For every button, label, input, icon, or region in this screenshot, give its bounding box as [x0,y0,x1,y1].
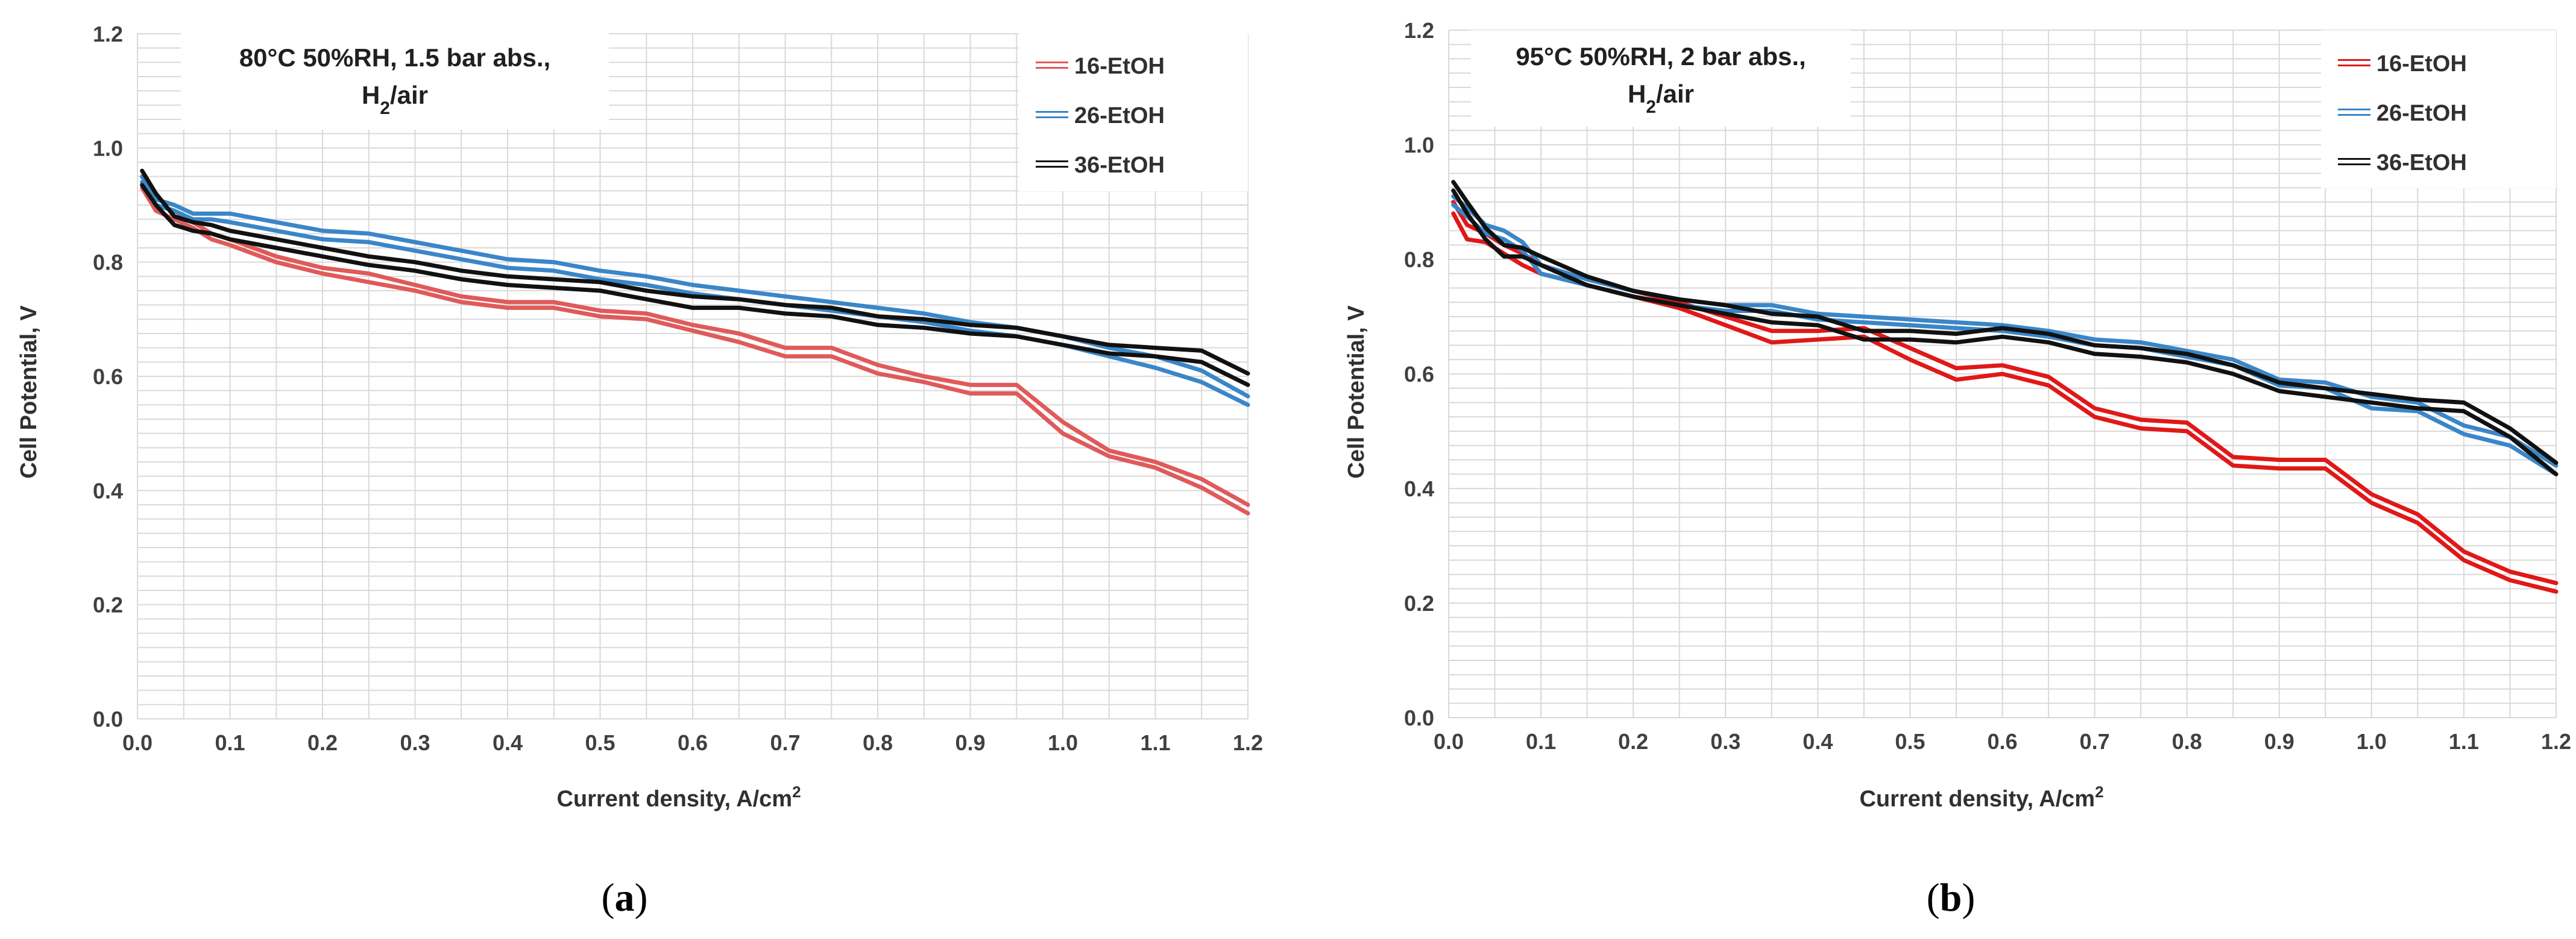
panel-label-b: (b) [1927,876,1976,920]
legend-label-16-etoh-b: 16-EtOH [2376,51,2467,77]
x-tick-label: 0.0 [122,730,153,755]
x-tick-label: 0.6 [678,730,708,755]
series-layer-b [1451,180,2559,594]
y-tick-label: 0.8 [1404,247,1434,272]
x-tick-label: 0.0 [1434,729,1464,754]
annotation-line2-a: H2/air [362,81,428,118]
legend-label-16-etoh-a: 16-EtOH [1074,54,1165,79]
x-tick-label: 0.1 [1526,729,1556,754]
series-line-16-etoh-lower [1451,211,2559,594]
y-tick-label: 1.0 [93,136,123,160]
legend-label-36-etoh-b: 36-EtOH [2376,150,2467,175]
y-axis-title-b: Cell Potential, V [1344,305,1369,479]
y-tick-label: 0.2 [93,593,123,618]
x-tick-label: 0.2 [307,730,338,755]
chart-panel-b: 0.0 0.1 0.2 0.3 0.4 0.5 0.6 0.7 0.8 0.9 1.0 1.1 1.2 … [1344,18,2571,812]
condition-annotation-b: 95°C 50%RH, 2 bar abs., H2/air [1471,30,1851,127]
y-tick-label: 1.0 [1404,133,1434,157]
x-tick-label: 1.1 [2449,729,2479,754]
y-tick-label: 1.2 [93,22,123,46]
series-line-36-etoh-upper [1451,180,2559,465]
y-tick-label: 0.0 [93,707,123,732]
x-tick-label: 0.1 [215,730,245,755]
y-tick-labels-b: 0.0 0.2 0.4 0.6 0.8 1.0 1.2 [1404,18,1434,730]
x-tick-label: 0.3 [1710,729,1740,754]
x-tick-label: 0.7 [2080,729,2110,754]
annotation-line1-b: 95°C 50%RH, 2 bar abs., [1516,42,1806,71]
y-tick-label: 0.6 [93,364,123,389]
legend-label-36-etoh-a: 36-EtOH [1074,153,1165,178]
x-tick-label: 0.4 [1803,729,1833,754]
x-tick-label: 0.6 [1987,729,2017,754]
legend-a: 16-EtOH 26-EtOH 36-EtOH [1019,33,1248,191]
series-line-36-etoh-lower [1451,188,2559,476]
x-tick-label: 1.0 [1048,730,1078,755]
x-tick-label: 0.8 [2172,729,2202,754]
series-line-26-etoh-lower [140,180,1250,407]
panel-label-a: (a) [602,876,648,920]
x-tick-label: 0.5 [585,730,615,755]
chart-panel-a: 0.0 0.1 0.2 0.3 0.4 0.5 0.6 0.7 0.8 0.9 1.0 1.1 1.2 … [16,22,1263,812]
x-tick-label: 0.2 [1618,729,1648,754]
series-line-36-etoh-upper [140,168,1250,376]
y-tick-label: 0.6 [1404,362,1434,387]
y-tick-label: 0.0 [1404,706,1434,730]
gridlines-b [1448,30,2557,718]
x-tick-label: 0.9 [2264,729,2294,754]
y-axis-title-a: Cell Potential, V [16,305,42,479]
x-tick-label: 1.1 [1140,730,1170,755]
x-tick-label: 0.3 [400,730,430,755]
series-layer-a [140,168,1250,516]
x-tick-label: 1.2 [1233,730,1263,755]
y-tick-label: 0.4 [93,478,123,503]
y-tick-label: 1.2 [1404,18,1434,43]
x-tick-label: 1.2 [2541,729,2571,754]
x-axis-title-a: Current density, A/cm2 [556,783,801,812]
annotation-line1-a: 80°C 50%RH, 1.5 bar abs., [239,43,550,72]
x-tick-label: 1.0 [2357,729,2387,754]
y-tick-labels-a: 0.0 0.2 0.4 0.6 0.8 1.0 1.2 [93,22,123,732]
annotation-box-b [1471,30,1851,127]
x-tick-label: 0.9 [955,730,985,755]
y-tick-label: 0.8 [93,250,123,275]
x-tick-labels-b: 0.0 0.1 0.2 0.3 0.4 0.5 0.6 0.7 0.8 0.9 1.0 1.1 1.2 [1434,729,2571,754]
annotation-line2-b: H2/air [1628,80,1694,117]
x-tick-label: 0.7 [770,730,800,755]
series-line-26-etoh-upper [140,174,1250,399]
x-tick-label: 0.4 [493,730,523,755]
annotation-box-a [181,33,609,130]
condition-annotation-a: 80°C 50%RH, 1.5 bar abs., H2/air [181,33,609,130]
gridlines-a [137,33,1249,719]
series-line-16-etoh-upper [140,180,1250,507]
y-tick-label: 0.4 [1404,476,1434,501]
x-tick-label: 0.8 [863,730,893,755]
series-line-36-etoh-lower [140,183,1250,387]
legend-label-26-etoh-a: 26-EtOH [1074,103,1165,128]
legend-label-26-etoh-b: 26-EtOH [2376,101,2467,126]
x-tick-labels-a: 0.0 0.1 0.2 0.3 0.4 0.5 0.6 0.7 0.8 0.9 1.0 1.1 1.2 [122,730,1263,755]
x-tick-label: 0.5 [1895,729,1925,754]
x-axis-title-b: Current density, A/cm2 [1859,783,2103,812]
legend-b: 16-EtOH 26-EtOH 36-EtOH [2321,30,2556,188]
y-tick-label: 0.2 [1404,591,1434,616]
series-line-16-etoh-lower [140,186,1250,516]
